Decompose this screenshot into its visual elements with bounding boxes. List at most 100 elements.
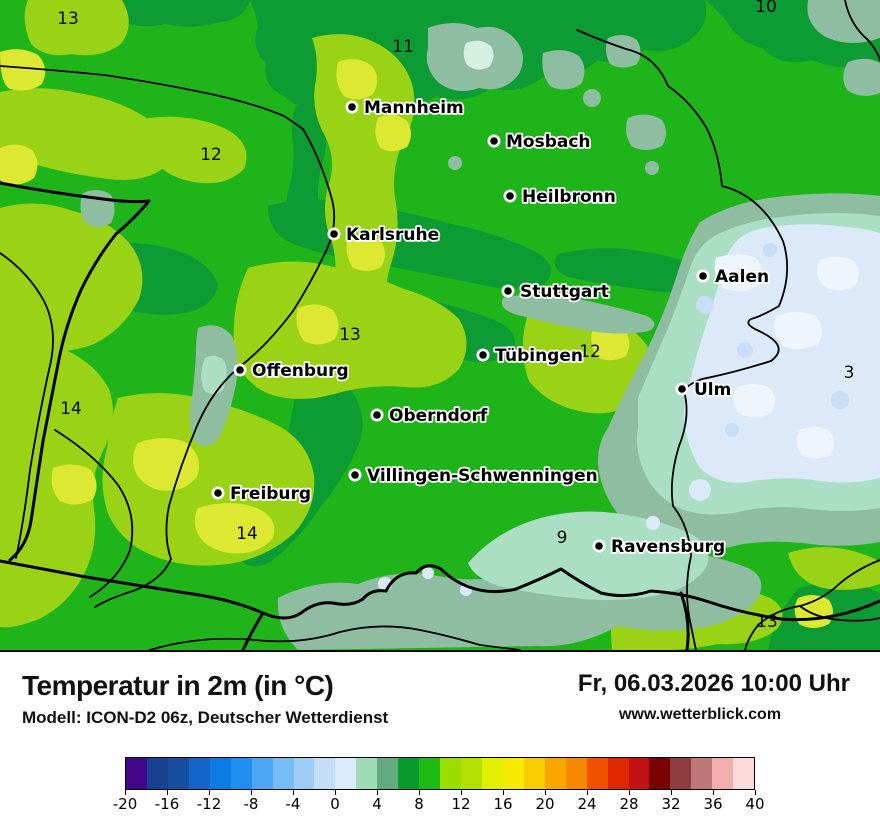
city-marker-mosbach: Mosbach (487, 130, 592, 154)
colorbar-tick (250, 790, 252, 795)
city-marker-villingen-schwenningen: Villingen-Schwenningen (348, 464, 599, 488)
city-marker-karlsruhe: Karlsruhe (327, 223, 441, 247)
temp-value-label: 3 (844, 363, 855, 383)
city-label: Mosbach (506, 132, 591, 152)
colorbar-tick (208, 790, 210, 795)
temp-value-label: 11 (392, 37, 414, 57)
colorbar-tick-label: -8 (243, 795, 259, 813)
temp-value-label: 13 (756, 612, 778, 632)
city-dot (479, 351, 487, 359)
city-dot (351, 471, 359, 479)
colorbar-tick-label: 12 (451, 795, 471, 813)
colorbar-tick-label: 0 (330, 795, 340, 813)
colorbar-segment (440, 758, 461, 789)
colorbar-segment (167, 758, 189, 789)
colorbar-tick-label: 8 (414, 795, 424, 813)
city-dot (330, 230, 338, 238)
city-dot (595, 542, 603, 550)
colorbar-segment (126, 758, 147, 789)
colorbar-tick-label: 24 (577, 795, 597, 813)
colorbar-tick (670, 790, 672, 795)
temp-value-label: 14 (236, 524, 258, 544)
city-dot (506, 192, 514, 200)
temperature-map: 13 11 10 12 13 12 3 14 14 9 13 Mannheim Mosbach Heilb… (0, 0, 880, 652)
colorbar-tick (712, 790, 714, 795)
colorbar-segment (607, 758, 629, 789)
city-dot (214, 489, 222, 497)
colorbar-segment (481, 758, 503, 789)
temperature-field-svg: 13 11 10 12 13 12 3 14 14 9 13 Mannheim Mosbach Heilb… (0, 0, 880, 650)
city-marker-offenburg: Offenburg (233, 359, 350, 383)
city-label: Ulm (694, 380, 731, 400)
colorbar-tick (628, 790, 630, 795)
city-marker-mannheim: Mannheim (345, 96, 466, 120)
colorbar-segment (230, 758, 252, 789)
city-dot (373, 411, 381, 419)
temp-value-label: 13 (57, 9, 79, 29)
colorbar-segment (586, 758, 608, 789)
city-marker-ulm: Ulm (675, 378, 733, 402)
forecast-datetime: Fr, 06.03.2026 10:00 Uhr (577, 670, 850, 697)
colorbar-segment (733, 758, 755, 789)
city-dot (490, 137, 498, 145)
city-marker-stuttgart: Stuttgart (501, 280, 611, 304)
colorbar-segment (251, 758, 273, 789)
colorbar-tick-label: 32 (661, 795, 681, 813)
colorbar-tick (586, 790, 588, 795)
colorbar-segment (146, 758, 168, 789)
temp-value-label: 14 (60, 399, 82, 419)
colorbar-segment (272, 758, 294, 789)
city-dot (678, 385, 686, 393)
colorbar-segment (502, 758, 524, 789)
city-label: Tübingen (495, 346, 583, 366)
colorbar-tick (166, 790, 168, 795)
country-borders (0, 181, 880, 650)
colorbar-segment (377, 758, 399, 789)
colorbar-tick-label: -20 (112, 795, 138, 813)
colorbar-tick (544, 790, 546, 795)
colorbar-segment (398, 758, 420, 789)
map-overlay: 13 11 10 12 13 12 3 14 14 9 13 Mannheim Mosbach Heilb… (57, 0, 854, 632)
colorbar-segment (670, 758, 692, 789)
temp-value-label: 10 (755, 0, 777, 17)
colorbar-segment (565, 758, 587, 789)
colorbar-segment (649, 758, 671, 789)
city-marker-t-bingen: Tübingen (476, 344, 585, 368)
temp-field-yellow-spots (0, 49, 833, 628)
city-dot (236, 366, 244, 374)
model-info: Modell: ICON-D2 06z, Deutscher Wetterdie… (22, 708, 389, 727)
colorbar-tick-label: -12 (196, 795, 222, 813)
colorbar-segment (209, 758, 231, 789)
colorbar-segment (461, 758, 482, 789)
colorbar-segment (628, 758, 650, 789)
city-dot (699, 272, 707, 280)
info-panel: Temperatur in 2m (in °C) Modell: ICON-D2… (0, 652, 880, 830)
colorbar-tick (124, 790, 126, 795)
colorbar-tick-label: 28 (619, 795, 639, 813)
city-dot (504, 287, 512, 295)
colorbar-tick-label: -4 (285, 795, 301, 813)
website-url: www.wetterblick.com (618, 706, 782, 723)
temperature-colorbar (125, 757, 755, 790)
colorbar-tick (376, 790, 378, 795)
city-label: Oberndorf (389, 406, 488, 426)
colorbar-tick-label: 40 (745, 795, 765, 813)
colorbar-segment (691, 758, 713, 789)
colorbar-segment (335, 758, 357, 789)
map-title: Temperatur in 2m (in °C) (22, 670, 334, 701)
city-marker-aalen: Aalen (696, 265, 771, 289)
datetime-block: Fr, 06.03.2026 10:00 Uhr www.wetterblick… (550, 670, 850, 724)
colorbar-segment (293, 758, 315, 789)
temp-value-label: 12 (579, 342, 601, 362)
city-label: Karlsruhe (346, 225, 439, 245)
temp-value-label: 13 (339, 325, 361, 345)
city-label: Offenburg (252, 361, 349, 381)
city-label: Heilbronn (522, 187, 616, 207)
city-dot (348, 103, 356, 111)
colorbar-tick (754, 790, 756, 795)
colorbar-tick (418, 790, 420, 795)
colorbar-tick-label: 36 (703, 795, 723, 813)
colorbar-segment (419, 758, 441, 789)
city-marker-oberndorf: Oberndorf (370, 404, 490, 428)
